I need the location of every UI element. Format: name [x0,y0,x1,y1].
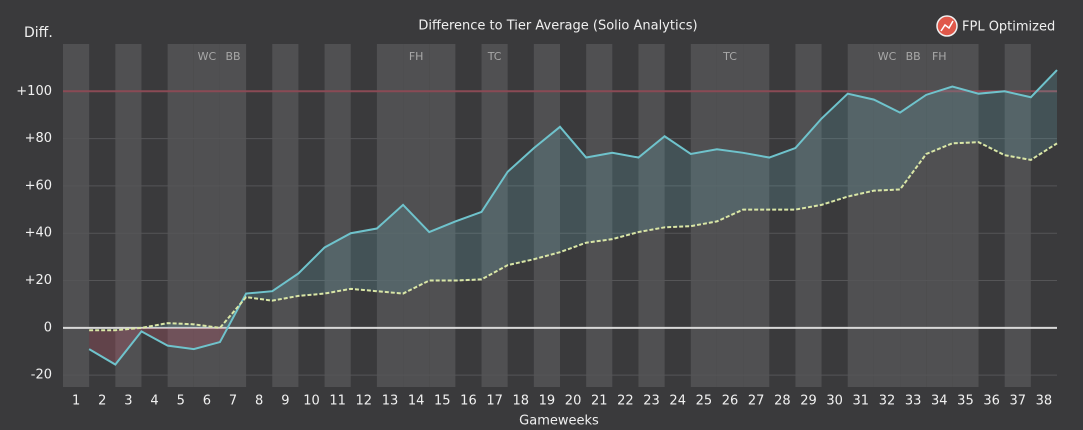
x-tick-label: 16 [460,394,477,409]
gameweek-band [716,44,744,387]
x-tick-label: 6 [203,394,211,409]
chart-title: Difference to Tier Average (Solio Analyt… [418,19,697,34]
x-tick-label: 11 [329,394,346,409]
x-tick-label: 12 [356,394,373,409]
chip-label: WC [878,50,897,63]
chip-label: TC [487,50,502,63]
x-tick-label: 10 [303,394,320,409]
y-axis-label: Diff. [24,25,53,41]
gameweek-band [1004,44,1031,387]
y-tick-label: -20 [31,368,52,383]
x-tick-label: 4 [150,394,158,409]
x-tick-label: 32 [879,394,896,409]
x-tick-label: 28 [774,394,791,409]
y-tick-label: 0 [44,320,52,335]
loss-area [89,327,228,365]
gameweek-band [272,44,299,387]
x-tick-label: 26 [722,394,739,409]
x-tick-label: 19 [539,394,556,409]
x-tick-label: 1 [72,394,80,409]
series-line [89,141,1058,332]
x-tick-label: 23 [643,394,660,409]
x-tick-label: 30 [826,394,843,409]
gameweek-band [63,44,90,387]
x-tick-label: 14 [408,394,425,409]
y-tick-label: +100 [16,84,52,99]
brand-name: FPL Optimized [962,20,1055,35]
series-line [88,69,1058,366]
x-tick-label: 24 [669,394,686,409]
x-tick-label: 31 [853,394,870,409]
gameweek-band [586,44,613,387]
gameweek-band [403,44,430,387]
x-tick-label: 29 [800,394,817,409]
y-tick-label: +60 [25,178,52,193]
x-tick-label: 3 [124,394,132,409]
gameweek-band [690,44,717,387]
x-tick-label: 21 [591,394,608,409]
x-tick-label: 15 [434,394,451,409]
chip-label: WC [198,50,217,63]
x-tick-label: 34 [931,394,948,409]
x-tick-label: 18 [512,394,529,409]
gameweek-band [429,44,456,387]
chip-label: BB [906,50,921,63]
gameweek-band [743,44,770,387]
x-tick-label: 2 [98,394,106,409]
gameweek-band [926,44,953,387]
x-tick-label: 20 [565,394,582,409]
x-tick-label: 22 [617,394,634,409]
gameweek-band [481,44,508,387]
gameweek-band [847,44,874,387]
gameweek-band [900,44,927,387]
gameweek-band [219,44,247,387]
x-tick-label: 37 [1009,394,1026,409]
gameweek-band [533,44,560,387]
x-axis-label: Gameweeks [519,414,599,429]
x-tick-label: 33 [905,394,922,409]
x-tick-label: 17 [486,394,503,409]
gameweek-band [193,44,220,387]
x-tick-label: 13 [382,394,399,409]
brand-logo [936,15,958,37]
x-tick-label: 27 [748,394,765,409]
x-tick-label: 8 [255,394,263,409]
gameweek-band [873,44,901,387]
y-tick-label: +80 [25,131,52,146]
x-tick-label: 25 [696,394,713,409]
y-tick-label: +20 [25,273,52,288]
gain-area [141,70,1057,328]
chip-label: FH [932,50,947,63]
x-tick-label: 36 [983,394,1000,409]
gameweek-band [952,44,979,387]
x-tick-label: 38 [1036,394,1053,409]
chip-label: TC [722,50,737,63]
x-tick-label: 7 [229,394,237,409]
gameweek-band [324,44,351,387]
y-tick-label: +40 [25,226,52,241]
gameweek-band [795,44,822,387]
chip-label: FH [409,50,424,63]
x-tick-label: 5 [177,394,185,409]
x-tick-label: 35 [957,394,974,409]
x-tick-label: 9 [281,394,289,409]
gameweek-band [638,44,665,387]
chip-label: BB [225,50,240,63]
gameweek-band [167,44,194,387]
